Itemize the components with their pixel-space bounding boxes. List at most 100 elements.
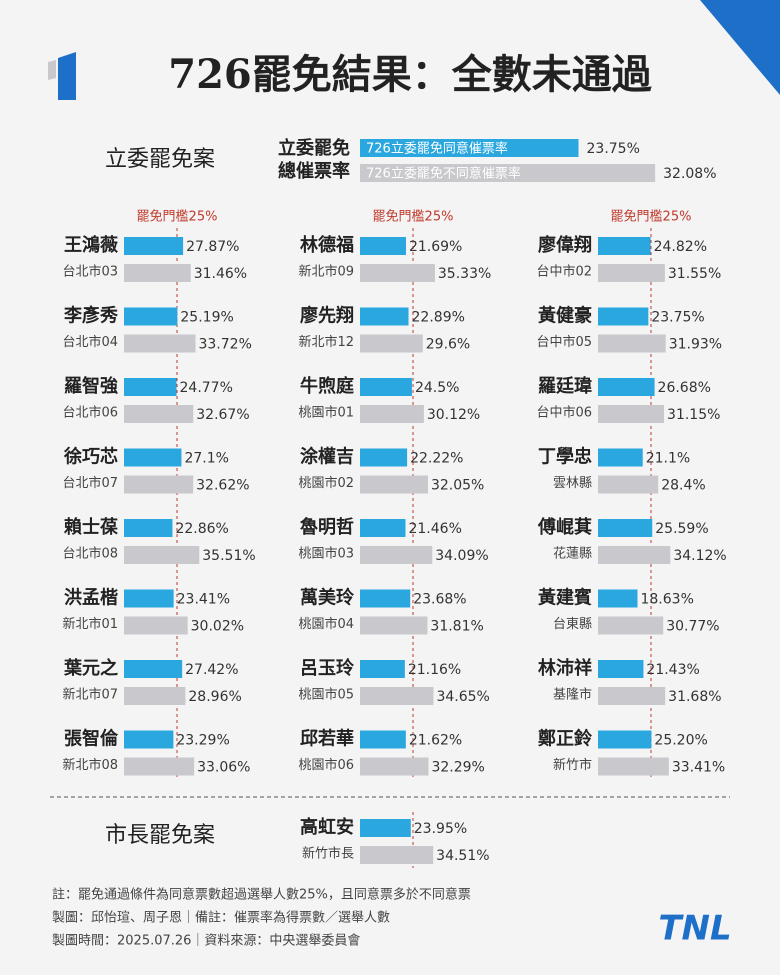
disagree-bar: [124, 405, 194, 423]
value-label: 24.5%: [415, 380, 459, 396]
value-label: 32.05%: [431, 478, 484, 494]
value-label: 30.77%: [666, 619, 719, 635]
district: 桃園市01: [298, 405, 354, 421]
summary-label: 立委罷免: [278, 137, 350, 159]
summary-bar: [360, 139, 579, 157]
disagree-bar: [360, 846, 434, 864]
agree-bar: [360, 730, 406, 749]
disagree-bar: [124, 757, 195, 776]
district: 台北市08: [62, 546, 118, 562]
district: 桃園市04: [298, 616, 354, 632]
district: 桃園市02: [298, 475, 354, 491]
district: 雲林縣: [553, 476, 592, 491]
district: 新北市08: [62, 757, 118, 773]
candidate-name: 涂權吉: [300, 446, 354, 468]
district: 新竹市: [553, 757, 592, 773]
value-label: 24.82%: [654, 239, 707, 255]
disagree-bar: [598, 334, 666, 353]
value-label: 33.72%: [198, 337, 251, 353]
district: 桃園市03: [298, 546, 354, 562]
disagree-bar: [598, 405, 665, 423]
agree-bar: [360, 819, 411, 837]
candidate-name: 徐巧芯: [63, 446, 118, 468]
value-label: 21.69%: [409, 239, 462, 255]
candidate-name: 廖先翔: [300, 305, 354, 327]
disagree-bar: [124, 687, 186, 705]
district: 新北市01: [62, 616, 118, 632]
disagree-bar: [360, 264, 435, 282]
value-label: 35.33%: [438, 266, 491, 282]
note: 製圖：邱怡瑄、周子恩｜備註：催票率為得票數／選舉人數: [52, 910, 390, 926]
candidate-name: 林沛祥: [538, 657, 592, 679]
disagree-bar: [598, 264, 665, 282]
note: 製圖時間：2025.07.26｜資料來源：中央選舉委員會: [52, 933, 360, 949]
agree-bar: [360, 237, 406, 255]
district: 台北市03: [62, 264, 118, 280]
disagree-bar: [360, 405, 424, 423]
title-icon-accent: [48, 60, 56, 80]
agree-bar: [124, 589, 174, 608]
agree-bar: [598, 307, 649, 326]
disagree-bar: [360, 334, 423, 353]
value-label: 27.1%: [184, 451, 228, 467]
corner-decoration: [700, 0, 780, 95]
district: 台中市05: [536, 334, 592, 350]
candidate-name: 黃建賓: [537, 587, 592, 609]
value-label: 34.09%: [435, 548, 488, 564]
candidate-name: 鄭正鈴: [538, 728, 593, 750]
value-label: 31.46%: [194, 266, 247, 282]
value-label: 25.59%: [655, 521, 708, 537]
candidate-name: 呂玉玲: [300, 657, 355, 679]
value-label: 30.02%: [191, 619, 244, 635]
disagree-bar: [124, 475, 194, 494]
disagree-bar: [598, 475, 659, 494]
candidate-name: 張智倫: [64, 728, 119, 750]
value-label: 23.95%: [414, 821, 467, 837]
candidate-name: 高虹安: [300, 816, 354, 838]
candidate-name: 丁學忠: [538, 447, 592, 468]
disagree-bar: [360, 475, 428, 494]
value-label: 23.75%: [651, 310, 704, 326]
threshold-label: 罷免門檻25%: [611, 209, 692, 225]
candidate-name: 林德福: [300, 234, 354, 256]
disagree-bar: [360, 687, 434, 705]
candidate-name: 王鴻薇: [64, 234, 118, 256]
value-label: 23.29%: [176, 733, 229, 749]
agree-bar: [598, 237, 651, 255]
value-label: 29.6%: [426, 337, 470, 353]
value-label: 22.89%: [412, 310, 465, 326]
district: 台中市06: [536, 405, 592, 421]
value-label: 35.51%: [202, 548, 255, 564]
district: 桃園市05: [298, 687, 354, 703]
district: 台東縣: [553, 616, 592, 632]
value-label: 21.43%: [646, 662, 699, 678]
note: 註：罷免通過條件為同意票數超過選舉人數25%，且同意票多於不同意票: [52, 887, 471, 903]
district: 基隆市: [553, 687, 592, 703]
candidate-name: 邱若華: [300, 728, 354, 750]
agree-bar: [598, 378, 655, 396]
section-title: 市長罷免案: [105, 823, 215, 848]
value-label: 28.96%: [188, 689, 241, 705]
summary-bar-label: 726立委罷免同意催票率: [366, 141, 508, 157]
value-label: 31.93%: [669, 337, 722, 353]
candidate-name: 賴士葆: [64, 516, 118, 538]
agree-bar: [360, 378, 412, 396]
candidate-name: 洪孟楷: [64, 587, 118, 609]
disagree-bar: [360, 546, 433, 564]
agree-bar: [598, 589, 638, 608]
value-label: 34.12%: [673, 548, 726, 564]
agree-bar: [598, 519, 653, 537]
threshold-label: 罷免門檻25%: [137, 209, 218, 225]
disagree-bar: [598, 616, 664, 635]
section-title: 立委罷免案: [105, 147, 215, 172]
candidate-name: 牛煦庭: [300, 375, 354, 397]
logo: TNL: [658, 909, 731, 949]
value-label: 32.29%: [431, 760, 484, 776]
value-label: 31.15%: [667, 407, 720, 423]
value-label: 23.68%: [413, 592, 466, 608]
candidate-name: 傅崐萁: [537, 516, 592, 538]
disagree-bar: [598, 687, 666, 705]
district: 台北市04: [62, 334, 118, 350]
value-label: 34.51%: [436, 848, 489, 864]
